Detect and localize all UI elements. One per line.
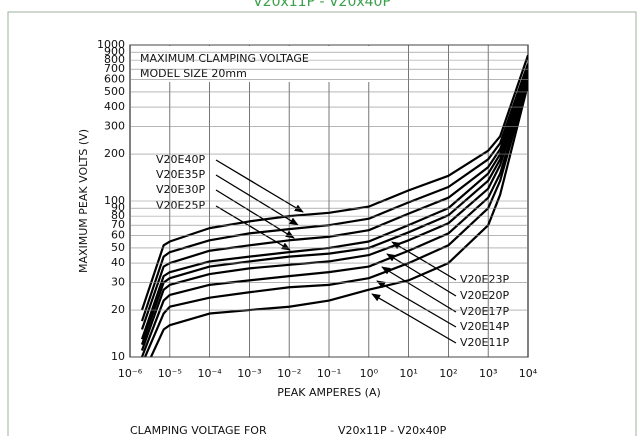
callout-arrow	[376, 280, 457, 328]
y-axis-label: MAXIMUM PEAK VOLTS (V)	[77, 129, 90, 273]
x-tick-label: 10⁻⁶	[118, 367, 143, 380]
annotation: MAXIMUM CLAMPING VOLTAGE	[140, 52, 309, 65]
x-tick-label: 10⁴	[519, 367, 538, 380]
x-tick-label: 10⁻⁴	[197, 367, 222, 380]
series-label: V20E30P	[156, 183, 205, 196]
y-tick-label: 900	[104, 45, 125, 58]
y-tick-label: 300	[104, 120, 125, 133]
x-tick-label: 10¹	[399, 367, 417, 380]
annotation: MODEL SIZE 20mm	[140, 67, 247, 80]
frame	[7, 11, 637, 436]
series-line	[140, 73, 528, 346]
footer-text: CLAMPING VOLTAGE FOR	[130, 424, 267, 436]
series-label: V20E20P	[460, 289, 509, 302]
y-tick-label: 40	[111, 256, 125, 269]
callout-arrow	[215, 174, 299, 226]
series-label: V20E40P	[156, 153, 205, 166]
series-label: V20E17P	[460, 305, 509, 318]
x-axis-label: PEAK AMPERES (A)	[277, 386, 381, 399]
callout-arrow	[391, 241, 457, 281]
callout-arrow	[381, 266, 457, 313]
callout-arrow	[215, 189, 295, 239]
series-label: V20E11P	[460, 336, 509, 349]
callout-arrow	[215, 205, 291, 251]
y-tick-label: 200	[104, 147, 125, 160]
x-tick-label: 10⁻⁵	[158, 367, 182, 380]
y-tick-label: 500	[104, 85, 125, 98]
callout-arrow	[386, 253, 457, 297]
series-label: V20E14P	[460, 320, 509, 333]
y-tick-label: 100	[104, 194, 125, 207]
x-tick-label: 10⁻²	[277, 367, 301, 380]
x-tick-label: 10³	[479, 367, 497, 380]
x-tick-label: 10²	[439, 367, 457, 380]
y-tick-label: 800	[104, 53, 125, 66]
y-tick-label: 90	[111, 201, 125, 214]
callout-arrow	[371, 293, 457, 344]
footer-text: V20x11P - V20x40P	[338, 424, 447, 436]
callouts	[215, 159, 457, 344]
y-tick-label: 20	[111, 303, 125, 316]
y-tick-label: 700	[104, 62, 125, 75]
series-line	[140, 77, 528, 351]
series-line	[140, 54, 528, 311]
series-label: V20E25P	[156, 199, 205, 212]
x-tick-label: 10⁰	[360, 367, 379, 380]
y-tick-label: 600	[104, 73, 125, 86]
series-label: V20E35P	[156, 168, 205, 181]
callout-arrow	[215, 159, 304, 213]
series-label: V20E23P	[460, 273, 509, 286]
series-line	[140, 79, 528, 357]
y-tick-label: 60	[111, 229, 125, 242]
y-tick-label: 80	[111, 209, 125, 222]
y-tick-label: 50	[111, 241, 125, 254]
y-tick-label: 70	[111, 218, 125, 231]
y-tick-label: 10	[111, 350, 125, 363]
header-title: V20x11P - V20x40P	[253, 0, 391, 10]
y-tick-label: 400	[104, 100, 125, 113]
y-tick-label: 30	[111, 276, 125, 289]
x-tick-label: 10⁻³	[237, 367, 261, 380]
x-tick-label: 10⁻¹	[317, 367, 341, 380]
y-tick-label: 1000	[97, 38, 125, 51]
